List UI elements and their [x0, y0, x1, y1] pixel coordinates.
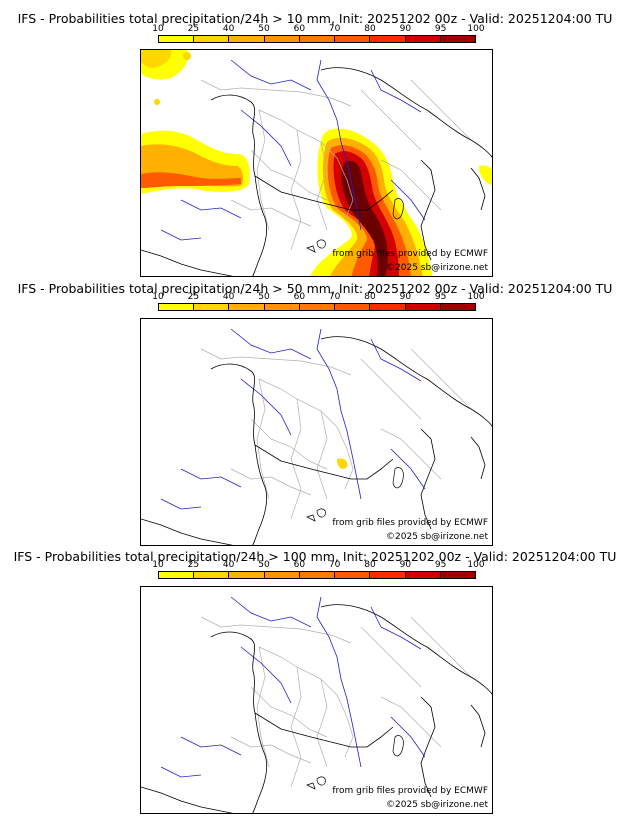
- colorbar-bar: [158, 303, 476, 311]
- colorbar-tick-label: 80: [364, 560, 376, 570]
- colorbar-labels: 10 25 40 50 60 70 80 90 95 100: [152, 24, 484, 35]
- panel-title: IFS - Probabilities total precipitation/…: [13, 549, 617, 564]
- colorbar-segment: [299, 304, 336, 310]
- coastline: [141, 336, 492, 545]
- map-panel: from grib files provided by ECMWF ©2025 …: [140, 318, 493, 546]
- colorbar-segment: [264, 36, 300, 42]
- colorbar-tick-label: 10: [152, 292, 164, 302]
- credit-source: from grib files provided by ECMWF: [332, 249, 488, 259]
- colorbar-tick-label: 25: [187, 292, 200, 302]
- colorbar-tick-label: 100: [467, 560, 485, 570]
- credit-copyright: ©2025 sb@irizone.net: [386, 532, 488, 542]
- colorbar-tick-label: 100: [467, 24, 485, 34]
- colorbar-tick-label: 80: [364, 24, 376, 34]
- colorbar: 10 25 40 50 60 70 80 90 95 100: [152, 560, 485, 579]
- rivers: [160, 596, 426, 778]
- panel-title: IFS - Probabilities total precipitation/…: [17, 11, 613, 26]
- islands: [306, 467, 404, 522]
- colorbar-tick-label: 60: [293, 24, 306, 34]
- islands: [306, 735, 404, 790]
- colorbar-segment: [440, 572, 475, 578]
- colorbar-segment: [159, 36, 195, 42]
- colorbar-tick-label: 40: [222, 24, 235, 34]
- colorbar-segment: [299, 36, 336, 42]
- map-panel: from grib files provided by ECMWF ©2025 …: [140, 49, 493, 277]
- colorbar-segment: [335, 304, 371, 310]
- map-svg: [141, 328, 492, 545]
- colorbar-tick-label: 70: [328, 292, 341, 302]
- colorbar-segment: [194, 572, 230, 578]
- colorbar-tick-label: 90: [399, 560, 412, 570]
- colorbar-tick-label: 50: [258, 560, 270, 570]
- colorbar-tick-label: 100: [467, 292, 485, 302]
- colorbar-segment: [335, 572, 371, 578]
- rivers: [160, 59, 426, 241]
- credit-copyright: ©2025 sb@irizone.net: [386, 263, 488, 273]
- colorbar-tick-label: 60: [293, 292, 306, 302]
- colorbar-segment: [405, 36, 441, 42]
- admin-borders: [200, 348, 472, 520]
- colorbar-tick-label: 50: [258, 292, 270, 302]
- colorbar-tick-label: 50: [258, 24, 270, 34]
- colorbar-segment: [194, 304, 230, 310]
- colorbar-segment: [229, 36, 265, 42]
- colorbar-bar: [158, 571, 476, 579]
- colorbar-segment: [370, 572, 406, 578]
- colorbar-tick-label: 10: [152, 560, 164, 570]
- coastline: [141, 67, 492, 276]
- colorbar-tick-label: 25: [187, 24, 200, 34]
- colorbar-bar: [158, 35, 476, 43]
- credit-source: from grib files provided by ECMWF: [332, 786, 488, 796]
- colorbar-tick-label: 60: [293, 560, 306, 570]
- colorbar-segment: [159, 572, 195, 578]
- admin-borders: [200, 616, 472, 788]
- colorbar-tick-label: 80: [364, 292, 376, 302]
- colorbar-tick-label: 70: [328, 24, 341, 34]
- colorbar-tick-label: 90: [399, 24, 412, 34]
- colorbar-tick-label: 90: [399, 292, 412, 302]
- colorbar-segment: [159, 304, 195, 310]
- colorbar-segment: [370, 304, 406, 310]
- colorbar-segment: [440, 36, 475, 42]
- panel-title: IFS - Probabilities total precipitation/…: [17, 281, 613, 296]
- colorbar-labels: 10 25 40 50 60 70 80 90 95 100: [152, 292, 484, 303]
- colorbar: 10 25 40 50 60 70 80 90 95 100: [152, 24, 485, 43]
- colorbar-segment: [440, 304, 475, 310]
- admin-borders: [200, 79, 472, 251]
- credit-source: from grib files provided by ECMWF: [332, 518, 488, 528]
- colorbar-segment: [405, 304, 441, 310]
- probability-field: [337, 458, 348, 469]
- colorbar-segment: [194, 36, 230, 42]
- colorbar-segment: [299, 572, 336, 578]
- colorbar-tick-label: 95: [434, 292, 447, 302]
- colorbar-segment: [229, 572, 265, 578]
- colorbar-tick-label: 95: [434, 560, 447, 570]
- islands: [306, 198, 404, 253]
- colorbar-tick-label: 70: [328, 560, 341, 570]
- colorbar-tick-label: 40: [222, 292, 235, 302]
- colorbar: 10 25 40 50 60 70 80 90 95 100: [152, 292, 485, 311]
- rivers: [160, 328, 426, 510]
- colorbar-segment: [335, 36, 371, 42]
- colorbar-tick-label: 10: [152, 24, 164, 34]
- colorbar-tick-label: 25: [187, 560, 200, 570]
- colorbar-tick-label: 40: [222, 560, 235, 570]
- credit-copyright: ©2025 sb@irizone.net: [386, 800, 488, 810]
- map-svg: [141, 596, 492, 813]
- colorbar-segment: [405, 572, 441, 578]
- colorbar-segment: [264, 572, 300, 578]
- colorbar-segment: [370, 36, 406, 42]
- colorbar-segment: [229, 304, 265, 310]
- coastline: [141, 604, 492, 813]
- map-panel: from grib files provided by ECMWF ©2025 …: [140, 586, 493, 814]
- colorbar-tick-label: 95: [434, 24, 447, 34]
- colorbar-labels: 10 25 40 50 60 70 80 90 95 100: [152, 560, 484, 571]
- colorbar-segment: [264, 304, 300, 310]
- map-svg: [141, 50, 492, 276]
